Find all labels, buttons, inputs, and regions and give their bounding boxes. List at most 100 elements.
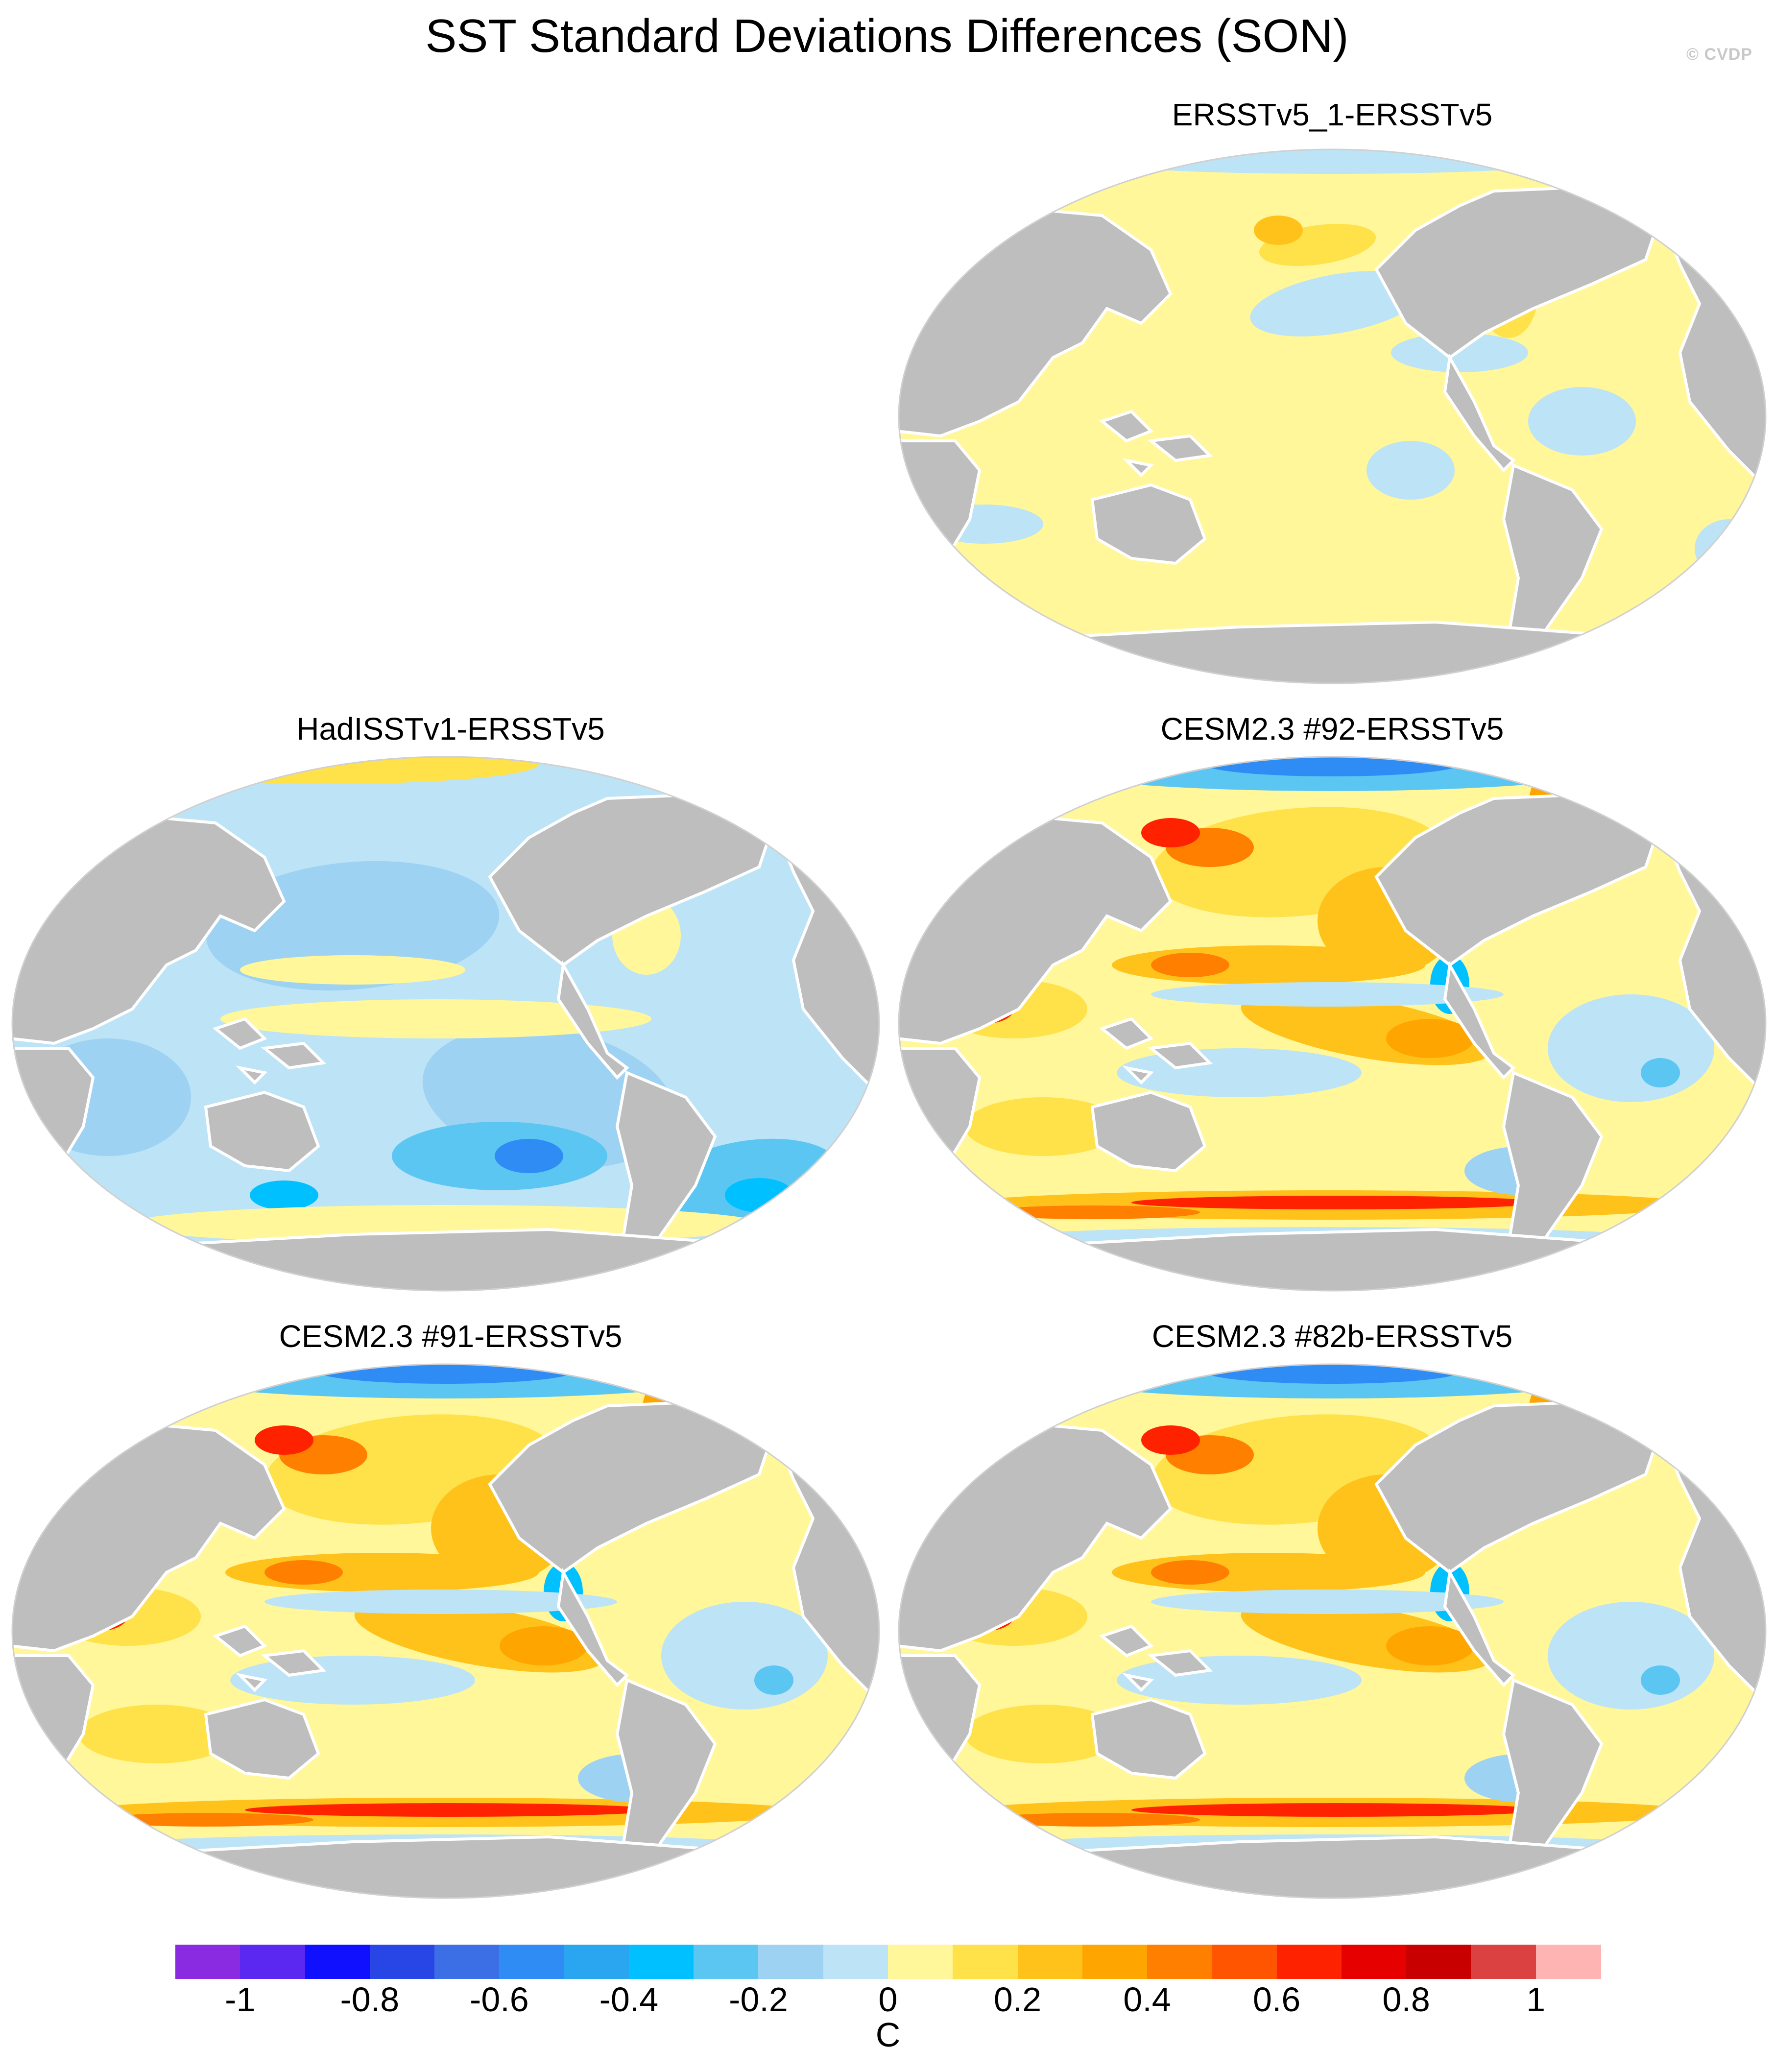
anomaly-blob	[245, 1803, 656, 1817]
land-mass	[235, 1673, 268, 1692]
colorbar-tick-label: -0.8	[340, 1980, 400, 2019]
anomaly-blob	[1254, 216, 1303, 245]
anomaly-blob	[264, 1590, 617, 1614]
colorbar-swatch	[369, 1945, 435, 1979]
land-mass	[1147, 434, 1213, 462]
land-mass	[204, 1698, 320, 1780]
land-mass	[1122, 458, 1154, 478]
land-mass	[1122, 1065, 1154, 1085]
anomaly-blob	[250, 1181, 318, 1210]
land-mass	[1147, 1649, 1213, 1677]
colorbar-swatch	[1212, 1945, 1277, 1979]
anomaly-blob	[78, 1705, 235, 1763]
colorbar	[175, 1945, 1601, 1980]
anomaly-blob	[318, 1364, 573, 1384]
anomaly-blob	[1386, 1019, 1474, 1058]
anomaly-blob	[965, 1705, 1122, 1763]
colorbar-swatch	[1147, 1945, 1213, 1979]
map-panel-3	[898, 756, 1767, 1292]
land-mass	[556, 1567, 629, 1687]
land-mass	[1090, 1090, 1207, 1173]
anomaly-blob	[960, 757, 1019, 776]
anomaly-blob	[1117, 1656, 1362, 1705]
map-outline	[898, 148, 1767, 684]
colorbar-swatch	[758, 1945, 824, 1979]
land-mass	[235, 1065, 268, 1085]
colorbar-unit-label: C	[875, 2016, 901, 2054]
colorbar-tick-label: 0.2	[993, 1980, 1042, 2019]
colorbar-tick-label: -0.2	[729, 1980, 788, 2019]
land-mass	[1099, 1017, 1154, 1050]
anomaly-blob	[754, 1665, 793, 1695]
map-outline	[11, 1363, 880, 1899]
anomaly-blob	[1151, 1560, 1229, 1585]
anomaly-blob	[1528, 387, 1636, 456]
anomaly-blob	[965, 1097, 1122, 1156]
colorbar-swatch	[628, 1945, 695, 1979]
anomaly-blob	[1151, 1590, 1504, 1614]
map-panel-4	[11, 1363, 880, 1899]
land-mass	[212, 1624, 267, 1658]
colorbar-swatch	[499, 1945, 565, 1979]
land-mass	[1090, 1698, 1207, 1780]
colorbar-tick-label: -1	[225, 1980, 256, 2019]
colorbar-swatch	[1535, 1945, 1601, 1979]
colorbar-swatch	[953, 1945, 1018, 1979]
colorbar-tick-label: -0.4	[599, 1980, 659, 2019]
anomaly-blob	[73, 1364, 132, 1384]
anomaly-blob	[255, 1425, 313, 1455]
land-mass	[1122, 1673, 1154, 1692]
map-panel-1	[898, 148, 1767, 684]
colorbar-tick-label: 0.8	[1382, 1980, 1430, 2019]
anomaly-blob	[1141, 818, 1200, 847]
figure-title: SST Standard Deviations Differences (SON…	[425, 10, 1349, 62]
colorbar-swatch	[1406, 1945, 1472, 1979]
anomaly-blob	[1151, 953, 1229, 977]
anomaly-blob	[1366, 441, 1455, 500]
colorbar-swatch	[1341, 1945, 1407, 1979]
anomaly-blob	[1695, 519, 1763, 578]
anomaly-blob	[1117, 1048, 1362, 1097]
land-mass	[1443, 353, 1516, 473]
colorbar-swatch	[1017, 1945, 1083, 1979]
anomaly-blob	[984, 1813, 1200, 1827]
anomaly-blob	[1151, 982, 1504, 1007]
colorbar-tick-label: 1	[1526, 1980, 1546, 2019]
land-mass	[204, 1090, 320, 1173]
colorbar-swatch	[564, 1945, 629, 1979]
panel-title-2: HadISSTv1-ERSSTv5	[296, 711, 605, 747]
anomaly-blob	[1641, 1058, 1680, 1087]
anomaly-blob	[1141, 1425, 1200, 1455]
anomaly-blob	[495, 1139, 563, 1173]
anomaly-blob	[725, 1178, 793, 1212]
map-outline	[898, 1363, 1767, 1899]
land-mass	[899, 1835, 1766, 1898]
panel-title-1: ERSSTv5_1-ERSSTv5	[1172, 97, 1493, 132]
anomaly-blob	[500, 1626, 588, 1665]
colorbar-swatch	[1276, 1945, 1342, 1979]
map-outline	[11, 756, 880, 1292]
map-panel-2	[11, 756, 880, 1292]
anomaly-blob	[1205, 757, 1460, 776]
land-mass	[1099, 410, 1154, 443]
anomaly-blob	[1131, 1803, 1543, 1817]
anomaly-blob	[1386, 1626, 1474, 1665]
colorbar-tick-label: 0	[878, 1980, 898, 2019]
colorbar-swatch	[888, 1945, 954, 1979]
panel-title-3: CESM2.3 #92-ERSSTv5	[1160, 711, 1504, 747]
land-mass	[261, 1649, 327, 1677]
anomaly-blob	[230, 1656, 475, 1705]
land-mass	[899, 1228, 1766, 1291]
anomaly-blob	[127, 757, 539, 784]
panel-title-5: CESM2.3 #82b-ERSSTv5	[1151, 1319, 1513, 1354]
colorbar-swatch	[694, 1945, 759, 1979]
land-mass	[212, 1017, 267, 1050]
anomaly-blob	[98, 1813, 313, 1827]
anomaly-blob	[1641, 1665, 1680, 1695]
land-mass	[1099, 1624, 1154, 1658]
land-mass	[12, 1228, 879, 1291]
land-mass	[1090, 483, 1207, 565]
colorbar-swatch	[175, 1945, 241, 1979]
land-mass	[556, 960, 629, 1080]
land-mass	[899, 620, 1766, 683]
